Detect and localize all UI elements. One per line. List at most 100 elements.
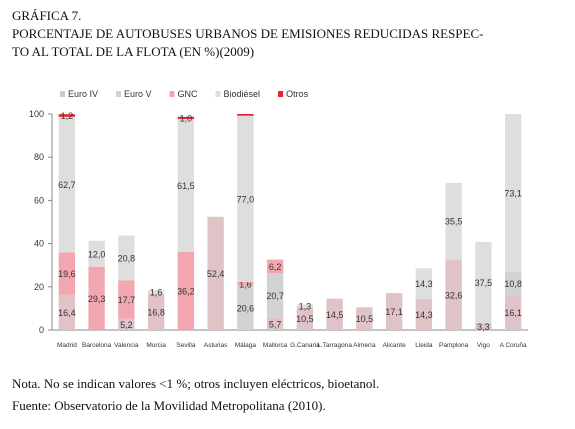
figure-label: GRÁFICA 7. [12, 8, 81, 23]
legend-label: Otros [286, 89, 309, 99]
value-label: 14,3 [415, 310, 433, 320]
bar-segment [58, 294, 76, 330]
bar-segment [237, 285, 254, 330]
bar-segment [177, 116, 195, 119]
bar-segment [296, 304, 314, 308]
value-label: 61,5 [177, 181, 195, 191]
title-line: PORCENTAJE DE AUTOBUSES URBANOS DE EMISI… [12, 26, 483, 41]
bar-segment [504, 271, 522, 296]
value-label: 1,6 [150, 287, 163, 297]
legend-swatch [60, 91, 65, 97]
y-tick-label: 40 [34, 239, 44, 249]
bar-segment [118, 280, 135, 319]
legend-swatch [116, 91, 122, 97]
y-tick-label: 80 [34, 152, 44, 162]
value-label: 10,5 [296, 314, 314, 324]
value-label: 77,0 [237, 194, 255, 204]
bar-segment [58, 252, 76, 295]
value-label: 1,0 [180, 113, 193, 123]
bar-segment [88, 240, 105, 267]
value-label: 17,1 [385, 307, 403, 317]
bar-segment [237, 115, 254, 283]
bar-segment [58, 116, 76, 253]
legend-label: Euro IV [68, 89, 98, 99]
bar-segment [475, 241, 492, 323]
legend-swatch [278, 91, 284, 97]
x-tick-label: A Coruña [500, 342, 527, 349]
bar-segment [356, 307, 373, 330]
value-label: 10,5 [356, 314, 374, 324]
bar-segment [147, 290, 165, 294]
x-tick-label: Mallorca [263, 342, 288, 349]
bar-segment [237, 282, 254, 286]
bar-segment [118, 318, 135, 330]
value-label: 1,3 [299, 301, 312, 311]
value-label: 32,6 [445, 290, 463, 300]
title-line: TO AL TOTAL DE LA FLOTA (EN %)(2009) [12, 44, 254, 59]
value-label: 1,6 [239, 279, 252, 289]
legend-label: Biodiésel [224, 89, 261, 99]
value-label: 73,1 [504, 188, 522, 198]
value-label: 10,8 [504, 279, 522, 289]
value-label: 12,0 [88, 249, 106, 259]
bar-segment [266, 317, 284, 330]
value-label: 20,7 [266, 291, 284, 301]
bar-segment [504, 295, 522, 330]
bar-segment [326, 298, 343, 330]
bar-segment [237, 114, 254, 116]
note: Fuente: Observatorio de la Movilidad Met… [12, 398, 326, 413]
bar-segment [266, 259, 284, 273]
value-label: 16,4 [58, 308, 76, 318]
value-label: 52,4 [207, 269, 225, 279]
x-tick-label: Murcia [146, 342, 166, 349]
x-tick-label: Asturias [204, 342, 228, 349]
value-label: 16,1 [504, 308, 522, 318]
value-label: 37,5 [475, 278, 493, 288]
bar-segment [177, 118, 195, 252]
value-label: 14,3 [415, 279, 433, 289]
bar-segment [415, 299, 433, 330]
bar-segment [415, 268, 433, 300]
x-tick-label: Alicante [383, 342, 407, 349]
value-label: 20,8 [118, 254, 136, 264]
bar-segment [475, 322, 492, 330]
value-label: 16,8 [147, 307, 165, 317]
bar-segment [207, 216, 224, 330]
x-tick-label: L.Tarragona [317, 342, 352, 349]
legend-swatch [215, 91, 221, 97]
bar-segment [385, 293, 403, 330]
x-tick-label: Barcelona [82, 342, 112, 349]
value-label: 17,7 [118, 295, 136, 305]
legend-label: Euro V [124, 89, 152, 99]
bar-segment [296, 307, 314, 330]
bar-segment [266, 272, 284, 318]
legend-swatch [169, 91, 175, 97]
x-tick-label: Madrid [57, 342, 77, 349]
x-tick-label: Valencia [114, 342, 139, 349]
value-label: 62,7 [58, 180, 76, 190]
value-label: 14,5 [326, 310, 344, 320]
x-tick-label: Vigo [477, 342, 490, 349]
y-tick-label: 20 [34, 282, 44, 292]
value-label: 5,7 [269, 319, 282, 329]
y-tick-label: 100 [29, 109, 44, 119]
value-label: 29,3 [88, 294, 106, 304]
value-label: 6,2 [269, 262, 282, 272]
note: Nota. No se indican valores <1 %; otros … [12, 376, 379, 391]
value-label: 1,2 [61, 111, 74, 121]
y-tick-label: 60 [34, 195, 44, 205]
bar-segment [504, 114, 522, 272]
x-tick-label: Lleida [415, 342, 433, 349]
bar-segment [445, 259, 462, 330]
bar-segment [445, 182, 462, 260]
x-tick-label: Sevilla [176, 342, 196, 349]
x-tick-label: Pamplona [439, 342, 469, 349]
legend-label: GNC [178, 89, 199, 99]
bar-segment [118, 235, 135, 281]
value-label: 36,2 [177, 286, 195, 296]
x-tick-label: Almería [353, 342, 376, 349]
value-label: 20,6 [237, 303, 255, 313]
value-label: 3,3 [477, 322, 490, 332]
value-label: 19,6 [58, 269, 76, 279]
